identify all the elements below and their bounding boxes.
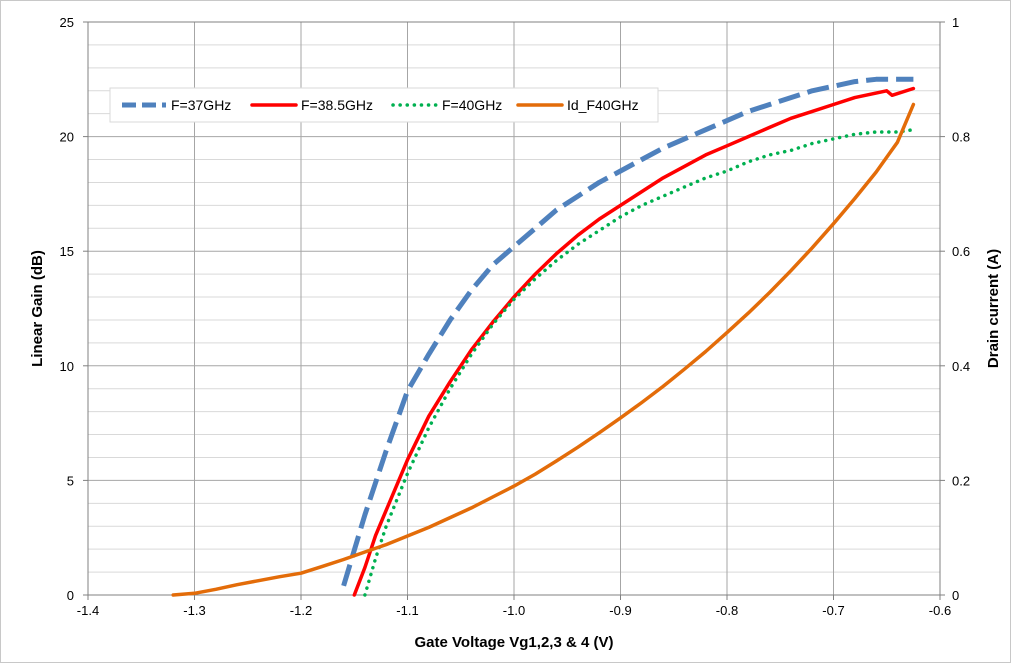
y2-tick-label: 1 <box>952 15 959 30</box>
legend: F=37GHz F=38.5GHz F=40GHz Id_F40GHz <box>109 87 659 123</box>
y2-tick-label: 0 <box>952 588 959 603</box>
x-tick-label: -0.6 <box>929 603 951 618</box>
y-tick-label: 0 <box>67 588 74 603</box>
x-tick-label: -0.7 <box>822 603 844 618</box>
x-tick-label: -1.2 <box>290 603 312 618</box>
series-line-f-37ghz <box>341 76 914 587</box>
y-axis-title: Linear Gain (dB) <box>29 250 46 367</box>
y2-tick-label: 0.2 <box>952 473 970 488</box>
legend-label: F=38.5GHz <box>301 97 373 113</box>
x-tick-label: -1.3 <box>183 603 205 618</box>
series-layer <box>171 76 916 597</box>
legend-box <box>109 87 659 123</box>
x-tick-label: -1.1 <box>396 603 418 618</box>
y2-tick-label: 0.4 <box>952 359 970 374</box>
x-tick-label: -0.9 <box>609 603 631 618</box>
series-line-f-38-5ghz <box>352 86 916 597</box>
x-tick-label: -0.8 <box>716 603 738 618</box>
legend-label: Id_F40GHz <box>567 97 639 113</box>
y-tick-label: 20 <box>60 130 74 145</box>
y2-tick-label: 0.6 <box>952 244 970 259</box>
y-tick-label: 5 <box>67 473 74 488</box>
y-tick-label: 25 <box>60 15 74 30</box>
legend-label: F=37GHz <box>171 97 231 113</box>
series-line-id-f40ghz <box>171 102 916 597</box>
x-tick-label: -1.4 <box>77 603 99 618</box>
tick-layer: -1.4 -1.3 -1.2 -1.1 -1.0 -0.9 -0.8 -0.7 -0.60510… <box>60 15 971 618</box>
legend-label: F=40GHz <box>442 97 502 113</box>
y2-axis-title: Drain current (A) <box>985 249 1002 368</box>
y-tick-label: 15 <box>60 244 74 259</box>
x-axis-title: Gate Voltage Vg1,2,3 & 4 (V) <box>415 634 614 651</box>
y-tick-label: 10 <box>60 359 74 374</box>
x-tick-label: -1.0 <box>503 603 525 618</box>
y2-tick-label: 0.8 <box>952 130 970 145</box>
series-line-f-40ghz <box>363 127 916 597</box>
